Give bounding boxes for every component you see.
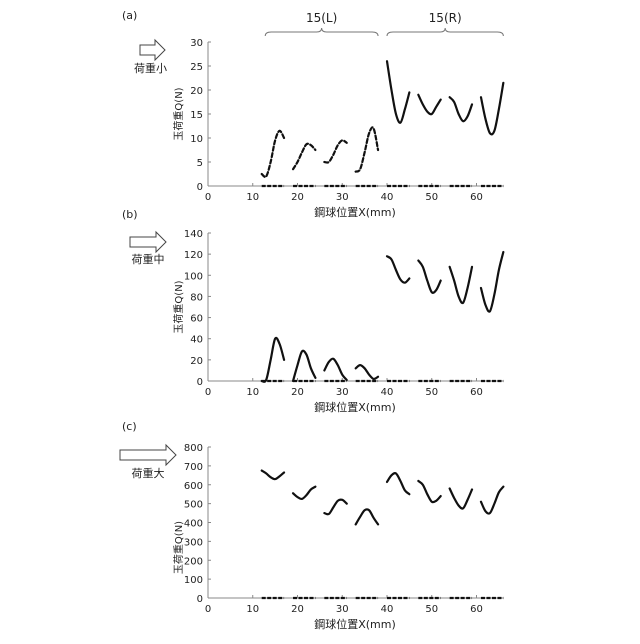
x-tick-label: 40 [381, 604, 394, 615]
x-tick-label: 60 [470, 604, 483, 615]
group-label: 15(R) [429, 11, 462, 25]
chart-panel-c: (c) 荷重大 0 100 200 300 400 500 600 700 800 0 10 20 30 40… [119, 420, 505, 631]
x-axis-title: 鋼球位置X(mm) [314, 400, 396, 414]
y-tick-label: 25 [190, 62, 203, 73]
series-line-L3 [323, 498, 348, 516]
y-tick-label: 20 [190, 86, 203, 97]
load-arrow-icon [129, 230, 167, 254]
y-tick-label: 5 [197, 158, 203, 169]
series-line-L4 [354, 126, 380, 173]
y-tick-label: 300 [184, 537, 203, 548]
x-tick-label: 20 [291, 387, 304, 398]
x-tick-label: 60 [470, 192, 483, 203]
load-arrow-icon [139, 38, 166, 62]
panel-label: (a) [122, 9, 137, 22]
series-line-L3 [323, 357, 348, 382]
y-tick-label: 120 [184, 250, 203, 261]
x-tick-label: 50 [425, 604, 438, 615]
y-tick-label: 0 [197, 377, 203, 388]
x-tick-label: 10 [246, 387, 259, 398]
load-arrow-icon [119, 443, 177, 467]
series-line-L1 [260, 129, 286, 179]
y-tick-label: 400 [184, 519, 203, 530]
group-label: 15(L) [306, 11, 337, 25]
series-line-L4 [354, 508, 380, 526]
x-tick-label: 30 [336, 604, 349, 615]
y-tick-label: 60 [190, 314, 203, 325]
panel-label: (b) [122, 208, 138, 221]
y-tick-label: 0 [197, 594, 203, 605]
y-tick-label: 20 [190, 356, 203, 367]
series-line-R2 [417, 479, 442, 504]
series-line-L3 [323, 139, 348, 164]
y-tick-label: 140 [184, 229, 203, 240]
series-line-R3 [448, 96, 474, 123]
x-axis-title: 鋼球位置X(mm) [314, 205, 396, 219]
series-line-R2 [417, 93, 442, 116]
y-tick-label: 100 [184, 271, 203, 282]
load-level-label: 荷重小 [134, 61, 167, 75]
y-tick-label: 30 [190, 38, 203, 49]
x-tick-label: 20 [291, 192, 304, 203]
series-line-L2 [291, 349, 317, 383]
load-level-label: 荷重大 [132, 466, 165, 480]
y-tick-label: 15 [190, 110, 203, 121]
y-tick-label: 0 [197, 182, 203, 193]
y-axis-title: 玉荷重Q(N) [172, 521, 185, 574]
y-axis-title: 玉荷重Q(N) [172, 280, 185, 333]
series-line-R2 [417, 259, 442, 294]
series-line-L2 [291, 485, 317, 501]
series-line-L2 [291, 142, 317, 171]
x-tick-label: 30 [336, 387, 349, 398]
series-line-R4 [479, 485, 505, 515]
x-tick-label: 50 [425, 387, 438, 398]
series-line-L4 [354, 364, 380, 381]
series-line-R1 [385, 255, 411, 284]
y-tick-label: 800 [184, 443, 203, 454]
chart-panel-a: (a) 荷重小 0 5 10 15 20 25 30 0 10 20 30 40 50 60 鋼球位置X(mm)… [122, 9, 505, 219]
y-tick-label: 40 [190, 335, 203, 346]
x-tick-label: 0 [205, 192, 211, 203]
series-line-R4 [479, 250, 505, 313]
x-tick-label: 20 [291, 604, 304, 615]
y-axis-title: 玉荷重Q(N) [172, 87, 185, 140]
x-tick-label: 50 [425, 192, 438, 203]
series-line-R4 [479, 81, 505, 136]
series-line-L1 [260, 336, 286, 383]
x-tick-label: 0 [205, 604, 211, 615]
x-tick-label: 0 [205, 387, 211, 398]
x-tick-label: 40 [381, 192, 394, 203]
y-tick-label: 100 [184, 575, 203, 586]
x-tick-label: 10 [246, 192, 259, 203]
y-tick-label: 700 [184, 462, 203, 473]
x-tick-label: 10 [246, 604, 259, 615]
y-tick-label: 600 [184, 481, 203, 492]
x-axis-title: 鋼球位置X(mm) [314, 617, 396, 631]
x-tick-label: 30 [336, 192, 349, 203]
series-line-R3 [448, 265, 474, 305]
series-line-R1 [385, 60, 411, 124]
series-line-L1 [260, 469, 286, 481]
group-brace [264, 27, 379, 37]
chart-panel-b: (b) 荷重中 0 20 40 60 80 100 120 140 0 10 20 30 40 50 60 鋼球位… [122, 208, 505, 414]
y-tick-label: 10 [190, 134, 203, 145]
y-tick-label: 80 [190, 292, 203, 303]
load-level-label: 荷重中 [132, 252, 165, 266]
x-tick-label: 60 [470, 387, 483, 398]
group-brace [386, 27, 504, 37]
series-line-R1 [385, 472, 411, 496]
y-tick-label: 200 [184, 556, 203, 567]
panel-label: (c) [122, 420, 137, 433]
y-tick-label: 500 [184, 500, 203, 511]
series-line-R3 [448, 487, 474, 510]
x-tick-label: 40 [381, 387, 394, 398]
